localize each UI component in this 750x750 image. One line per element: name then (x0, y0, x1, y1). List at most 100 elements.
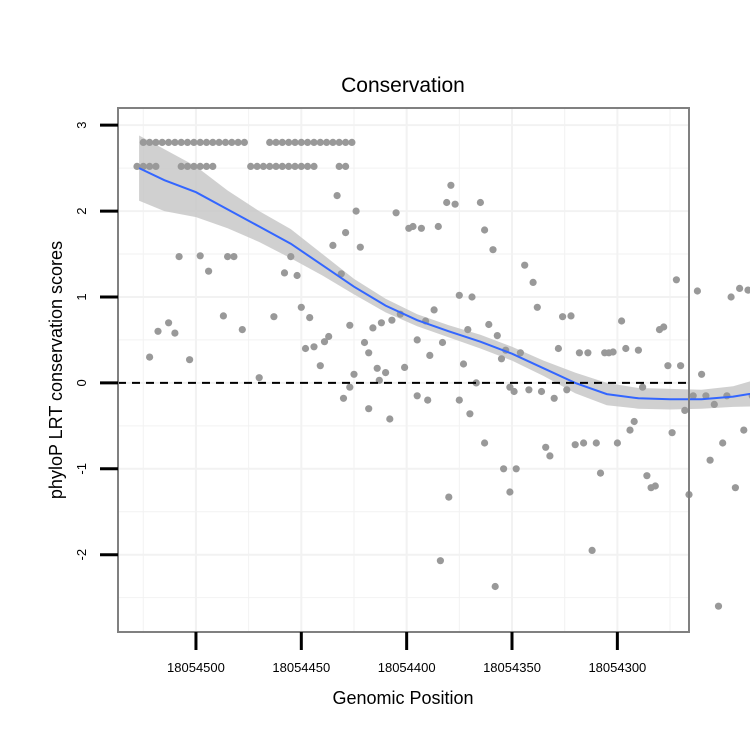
data-point (352, 207, 360, 215)
data-point (630, 417, 638, 426)
data-point (491, 582, 499, 591)
data-point (516, 349, 525, 357)
data-point (291, 138, 299, 146)
data-point (183, 138, 192, 146)
data-point (316, 362, 324, 370)
data-point (278, 162, 286, 170)
data-point (525, 386, 533, 394)
chart-title: Conservation (341, 74, 465, 97)
data-point (613, 439, 622, 447)
data-point (575, 349, 584, 357)
data-point (301, 344, 310, 353)
data-point (139, 138, 147, 146)
y-tick-label: 3 (74, 122, 89, 129)
data-point (202, 138, 211, 146)
y-tick-label: 0 (74, 379, 89, 386)
data-point (325, 332, 333, 341)
data-point (146, 353, 154, 361)
data-point (430, 306, 438, 314)
data-point (350, 370, 358, 378)
data-point (588, 546, 596, 555)
data-point (342, 229, 350, 237)
data-point (584, 349, 592, 357)
data-point (424, 396, 432, 404)
data-point (154, 327, 162, 335)
data-point (537, 387, 546, 396)
data-point (664, 362, 672, 370)
data-point (626, 426, 634, 434)
data-point (270, 313, 278, 321)
data-point (706, 456, 714, 464)
data-point (323, 138, 331, 146)
data-point (542, 443, 550, 451)
data-point (443, 198, 451, 207)
data-point (190, 138, 198, 146)
data-point (285, 162, 293, 170)
data-point (209, 138, 217, 146)
data-point (382, 369, 390, 377)
x-tick-label: 18054450 (272, 660, 330, 675)
data-point (634, 346, 643, 354)
data-point (209, 162, 217, 170)
data-point (247, 162, 255, 170)
data-point (563, 386, 571, 394)
data-point (365, 349, 373, 357)
data-point (451, 200, 459, 208)
y-tick-label: -2 (74, 549, 89, 561)
data-point (183, 162, 192, 170)
data-point (493, 332, 501, 340)
data-point (224, 253, 232, 261)
y-axis-title: phyloP LRT conservation scores (46, 241, 66, 499)
data-point (287, 253, 295, 261)
data-point (672, 276, 681, 284)
data-point (464, 326, 472, 334)
data-point (546, 452, 554, 460)
data-point (285, 138, 293, 146)
data-point (388, 316, 396, 324)
data-point (335, 162, 343, 170)
data-point (310, 343, 318, 351)
data-point (346, 321, 354, 329)
scatter-points (133, 138, 750, 610)
data-point (550, 394, 558, 402)
data-point (221, 138, 230, 146)
data-point (320, 338, 329, 346)
data-point (445, 493, 453, 501)
data-point (668, 429, 676, 437)
data-point (392, 209, 400, 217)
data-point (436, 557, 444, 565)
data-point (333, 192, 341, 200)
data-point (196, 162, 204, 170)
data-point (426, 351, 434, 359)
data-point (554, 344, 563, 353)
data-point (567, 312, 575, 320)
data-point (205, 267, 213, 275)
data-point (698, 370, 706, 378)
data-point (618, 317, 626, 325)
data-point (434, 222, 442, 231)
data-point (485, 320, 493, 329)
data-point (472, 379, 480, 387)
data-point (339, 394, 348, 402)
data-point (272, 138, 280, 146)
data-point (373, 364, 381, 372)
data-point (158, 138, 166, 146)
data-point (401, 363, 409, 371)
data-point (413, 336, 421, 344)
data-point (253, 162, 261, 170)
data-point (529, 278, 537, 286)
data-point (196, 252, 204, 260)
data-point (714, 602, 723, 610)
data-point (196, 138, 204, 146)
data-point (310, 162, 318, 170)
y-tick-label: -1 (74, 463, 89, 475)
data-point (622, 344, 630, 353)
data-point (146, 162, 154, 170)
data-point (348, 138, 356, 146)
data-point (215, 138, 223, 146)
data-point (356, 243, 364, 251)
data-point (228, 138, 236, 146)
data-point (719, 439, 727, 447)
data-point (171, 138, 179, 146)
